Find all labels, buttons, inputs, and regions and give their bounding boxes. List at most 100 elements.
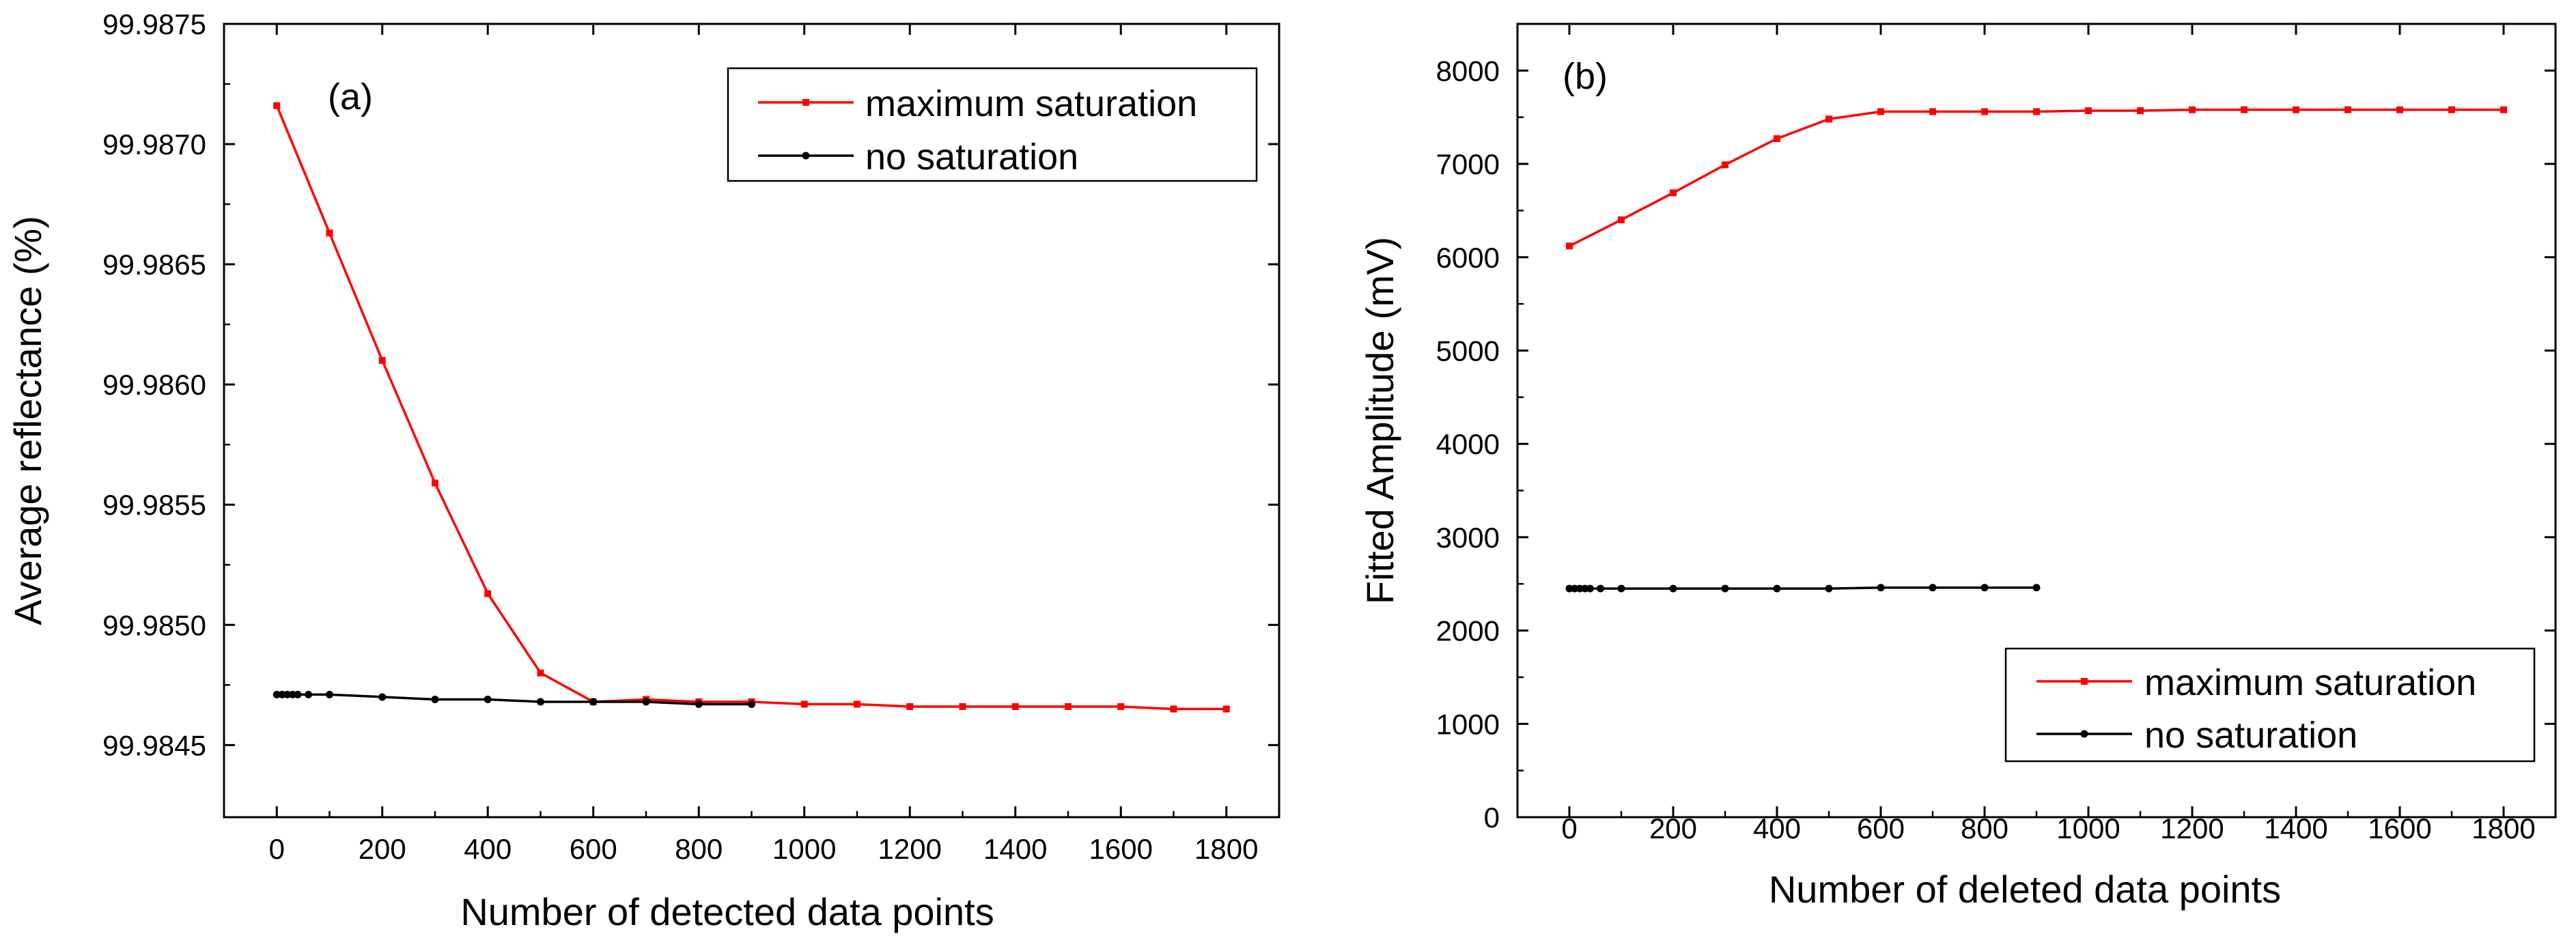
panel-a-no-saturation-point	[748, 700, 755, 709]
panel-a-no-saturation-line	[277, 693, 752, 706]
panel-b-no-saturation-point	[1980, 584, 1989, 592]
panel-b-max-saturation-point	[2344, 106, 2351, 113]
panel-b-max-saturation-line	[1569, 109, 2504, 247]
panel-a-no-saturation-point	[305, 690, 313, 698]
panel-a-max-saturation-point	[378, 356, 386, 364]
panel-b-x-tick-label: 400	[1753, 812, 1801, 844]
panel-a-legend-max-marker	[802, 99, 809, 106]
panel-b-label: (b)	[1563, 56, 1608, 97]
panel-a-max-saturation-point	[537, 669, 544, 677]
panel-b-max-saturation-point	[1825, 115, 1832, 123]
panel-b-x-axis-title: Number of deleted data points	[1769, 868, 2281, 911]
panel-a-y-tick-label: 99.9845	[102, 729, 206, 761]
panel-b-y-tick-label: 1000	[1436, 708, 1500, 740]
panel-b-x-tick-label: 800	[1961, 812, 2008, 844]
panel-b-legend-box	[2004, 647, 2536, 763]
panel-a-no-saturation-point	[378, 693, 387, 701]
panel-a-x-tick-label: 1400	[983, 833, 1047, 865]
panel-b-no-saturation-point	[1576, 584, 1584, 593]
panel-a-x-axis-title: Number of detected data points	[460, 890, 994, 933]
panel-b-no-saturation-point	[2032, 584, 2041, 592]
panel-a-y-axis-title: Average reflectance (%)	[6, 216, 49, 625]
panel-b-no-saturation-point	[1586, 584, 1594, 593]
panel-a-max-saturation-point	[800, 700, 808, 708]
panel-b-x-tick-label: 200	[1649, 812, 1697, 844]
panel-a-no-saturation-point	[294, 690, 302, 698]
panel-b-max-saturation-point	[1877, 108, 1884, 115]
panel-a-no-saturation-point	[283, 690, 292, 698]
panel-a-no-saturation-point	[288, 690, 296, 698]
panel-a-no-saturation-point	[484, 695, 492, 703]
panel-b-legend-nosat-marker	[2080, 730, 2088, 738]
panel-a-max-saturation-point	[326, 229, 333, 237]
panel-a-legend-nosat-label: no saturation	[865, 137, 1078, 178]
panel-a-max-saturation-line	[275, 105, 1227, 711]
panel-b-max-saturation-point	[1618, 216, 1625, 224]
panel-a-no-saturation-point	[695, 700, 703, 709]
panel-a-y-tick-label: 99.9870	[102, 128, 206, 160]
panel-a-max-saturation-point	[273, 102, 281, 109]
panel-b-x-tick-label: 1400	[2264, 812, 2327, 844]
panel-b-no-saturation-point	[1571, 584, 1579, 593]
panel-b-max-saturation-point	[2085, 107, 2092, 115]
panel-b-max-saturation-point	[1774, 135, 1780, 143]
panel-b-no-saturation-point	[1773, 584, 1781, 593]
panel-b-legend: maximum saturation no saturation	[2004, 647, 2536, 763]
panel-a-y-tick-label: 99.9875	[102, 8, 206, 40]
panel-a-y-tick-label: 99.9860	[102, 369, 206, 401]
panel-a-no-saturation-point	[278, 690, 286, 698]
panel-b-x-tick-label: 600	[1857, 812, 1905, 844]
panel-a-x-tick-label: 0	[269, 833, 285, 865]
panel-a-max-saturation-point	[959, 703, 966, 711]
panel-a-max-saturation-point	[1011, 703, 1019, 711]
panel-a-y-tick-label: 99.9850	[102, 609, 206, 641]
panel-a-max-saturation-point	[432, 479, 438, 487]
panel-b-max-saturation-point	[2137, 107, 2144, 115]
panel-b-no-saturation-point	[1825, 584, 1833, 593]
panel-a-max-saturation-point	[854, 700, 860, 708]
panel-b-x-tick-label: 1800	[2472, 812, 2535, 844]
panel-a-no-saturation-point	[537, 698, 544, 706]
panel-b-max-saturation-point	[2033, 108, 2040, 115]
panel-b-y-tick-label: 2000	[1436, 615, 1500, 647]
panel-a-legend-nosat-marker	[802, 152, 810, 160]
panel-b-y-tick-label: 7000	[1436, 148, 1500, 180]
panel-b-max-saturation-point	[1670, 189, 1677, 197]
panel-a-max-saturation-point	[1117, 703, 1125, 711]
panel-b-no-saturation-point	[1669, 584, 1677, 593]
panel-a-x-tick-label: 800	[675, 833, 723, 865]
panel-a-legend-max-label: maximum saturation	[865, 83, 1197, 124]
panel-b-max-saturation-point	[2293, 106, 2299, 113]
panel-a-y-tick-label: 99.9865	[102, 249, 206, 281]
panel-b-legend-max-label: maximum saturation	[2144, 662, 2476, 703]
panel-b-legend-nosat-label: no saturation	[2144, 715, 2357, 756]
panel-a-label: (a)	[328, 76, 373, 117]
panel-b-x-tick-label: 1000	[2056, 812, 2120, 844]
panel-b-x-tick-label: 1600	[2368, 812, 2431, 844]
panel-b-y-tick-label: 8000	[1436, 55, 1500, 87]
panel-b-max-saturation-point	[2396, 106, 2403, 113]
panel-a-y-tick-label: 99.9855	[102, 489, 206, 521]
panel-b-chart: 0 200 400 600 800 1000 1200 1400 1600 1800 0 1000 2…	[1358, 23, 2557, 911]
panel-b-no-saturation-point	[1597, 584, 1605, 593]
panel-a-x-tick-label: 1000	[772, 833, 836, 865]
panel-a-legend-box	[727, 67, 1258, 182]
panel-a-chart: 0 200 400 600 800 1000 1200 1400 1600 1800 99.984…	[6, 8, 1280, 933]
panel-b-y-tick-label: 3000	[1436, 522, 1500, 554]
panel-a-x-tick-label: 1200	[878, 833, 942, 865]
panel-b-no-saturation-point	[1929, 584, 1937, 592]
panel-b-legend-max-marker	[2081, 678, 2088, 685]
panel-a-no-saturation-point	[589, 698, 598, 706]
panel-b-y-tick-label: 5000	[1436, 335, 1500, 367]
panel-b-max-saturation-point	[2500, 106, 2507, 113]
panel-a-legend: maximum saturation no saturation	[727, 67, 1258, 182]
panel-b-no-saturation-point	[1877, 584, 1885, 592]
panel-b-max-saturation-point	[2189, 106, 2196, 113]
panel-b-max-saturation-point	[1566, 242, 1573, 250]
panel-a-x-tick-label: 1800	[1194, 833, 1258, 865]
panel-a-no-saturation-point	[272, 690, 281, 698]
panel-b-y-tick-label: 6000	[1436, 242, 1500, 274]
panel-b-max-saturation-point	[2448, 106, 2455, 113]
panel-a-x-tick-label: 400	[464, 833, 512, 865]
panel-b-no-saturation-point	[1617, 584, 1625, 593]
